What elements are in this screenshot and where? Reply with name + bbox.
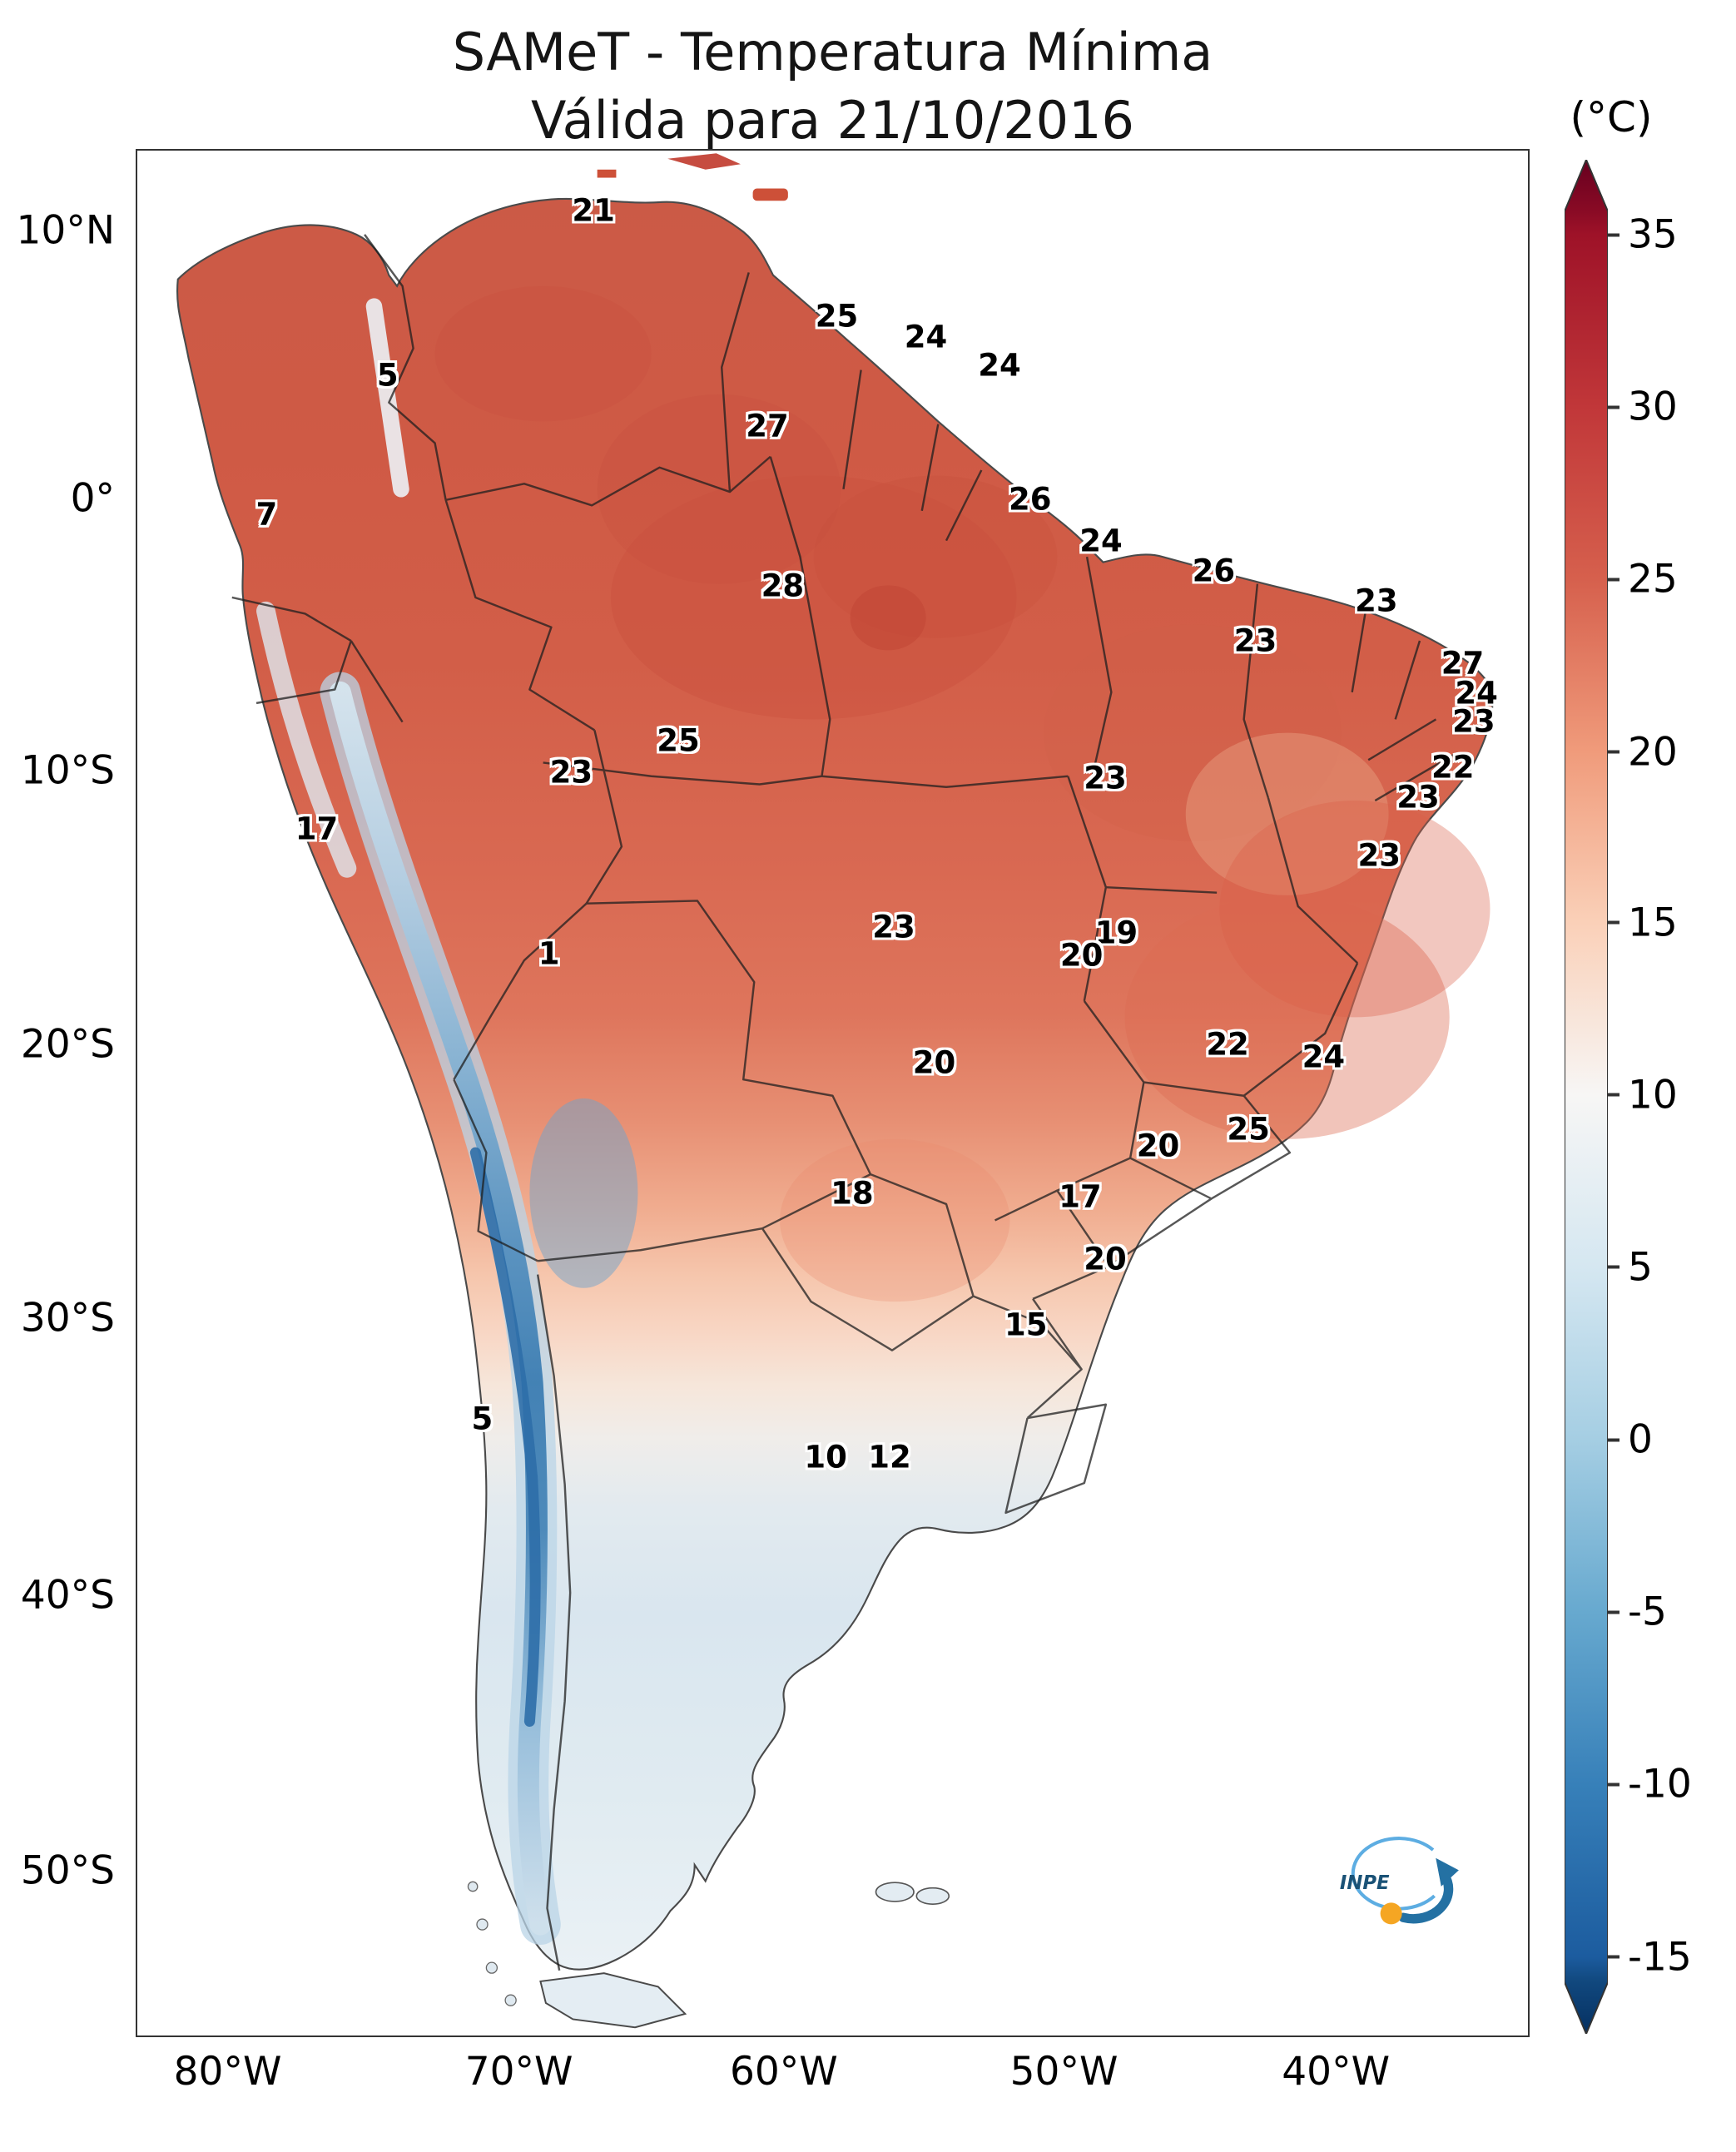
south-america-map: [176, 153, 1494, 2029]
lat-tick-label: 10°N: [16, 207, 115, 254]
longitude-axis: 80°W 70°W 60°W 50°W 40°W: [136, 2049, 1530, 2115]
colorbar-tick-mark: [1608, 1438, 1619, 1442]
islands: [467, 153, 950, 2029]
colorbar-tick: -5: [1608, 1589, 1667, 1635]
colorbar-tick-mark: [1608, 233, 1619, 237]
map-subtitle-date: Válida para 21/10/2016: [531, 90, 1134, 151]
lat-tick-label: 50°S: [20, 1847, 115, 1894]
lat-tick-label: 0°: [70, 475, 115, 522]
colorbar-tick-mark: [1608, 1093, 1619, 1097]
colorbar-tick: 20: [1608, 729, 1678, 775]
colorbar-tick-mark: [1608, 1265, 1619, 1269]
colorbar-tick: 10: [1608, 1072, 1678, 1118]
colorbar-tick-mark: [1608, 578, 1619, 582]
colorbar-tick: 5: [1608, 1244, 1653, 1290]
andes-ridge: [256, 298, 638, 1945]
colorbar-tick: 25: [1608, 557, 1678, 602]
colorbar-tick: -10: [1608, 1762, 1692, 1807]
colorbar-tick-value: 0: [1628, 1416, 1653, 1463]
colorbar-tick-mark: [1608, 1783, 1619, 1787]
colorbar-tick: 0: [1608, 1417, 1653, 1463]
lon-tick-label: 60°W: [729, 2049, 838, 2095]
colorbar-tick-mark: [1608, 1610, 1619, 1614]
colorbar-tick-value: 10: [1628, 1072, 1678, 1118]
colorbar-tick: 15: [1608, 900, 1678, 945]
temperature-shading: [434, 285, 1490, 1302]
logo-swirl: [1351, 1836, 1436, 1911]
lat-tick-label: 30°S: [20, 1295, 115, 1341]
colorbar-tick-value: -10: [1628, 1761, 1692, 1807]
map-plot-area: 21 25 24 24 5 27 26 7 24 26 28 23 23 27 24 23 25 22 23 23 23…: [136, 149, 1530, 2037]
inpe-logo-graphic: INPE: [1340, 1836, 1459, 1925]
colorbar-tick-value: -5: [1628, 1589, 1667, 1635]
continent-outline: [176, 197, 1494, 1971]
lon-tick-label: 50°W: [1009, 2049, 1118, 2095]
colorbar: [1565, 160, 1608, 2034]
colorbar-tick-mark: [1608, 750, 1619, 754]
logo-orange-dot: [1380, 1902, 1402, 1925]
colorbar-tick-labels: 35 30 25 20 15 10 5 0 -5 -10 -15: [1608, 160, 1734, 2034]
lat-tick-label: 20°S: [20, 1021, 115, 1067]
logo-text: INPE: [1340, 1872, 1390, 1894]
colorbar-unit-label: (°C): [1570, 93, 1653, 141]
lon-tick-label: 80°W: [173, 2049, 282, 2095]
colorbar-tick-value: 20: [1628, 729, 1678, 776]
map-title: SAMeT - Temperatura Mínima: [452, 22, 1213, 82]
colorbar-tick: 35: [1608, 212, 1678, 258]
colorbar-tick-mark: [1608, 405, 1619, 409]
colorbar-tick: 30: [1608, 384, 1678, 430]
inpe-logo: INPE: [1327, 1828, 1464, 1936]
latitude-axis: 10°N 0° 10°S 20°S 30°S 40°S 50°S: [0, 149, 126, 2037]
colorbar-bar: [1565, 160, 1608, 2034]
political-borders: [231, 234, 1457, 1971]
lat-tick-label: 40°S: [20, 1572, 115, 1619]
colorbar-tick-value: 5: [1628, 1244, 1653, 1291]
colorbar-tick-value: 15: [1628, 900, 1678, 946]
colorbar-tick-value: 30: [1628, 384, 1678, 430]
colorbar-tick-mark: [1608, 920, 1619, 925]
logo-arrow-head: [1435, 1857, 1459, 1887]
logo-arrow-body: [1398, 1869, 1453, 1924]
colorbar-tick-mark: [1608, 1955, 1619, 1959]
lon-tick-label: 40°W: [1282, 2049, 1391, 2095]
colorbar-gradient: [1565, 160, 1608, 2034]
lat-tick-label: 10°S: [20, 747, 115, 793]
colorbar-tick-value: 35: [1628, 211, 1678, 258]
lon-tick-label: 70°W: [464, 2049, 573, 2095]
colorbar-tick-value: 25: [1628, 556, 1678, 602]
colorbar-tick-value: -15: [1628, 1934, 1692, 1981]
colorbar-tick: -15: [1608, 1934, 1692, 1980]
